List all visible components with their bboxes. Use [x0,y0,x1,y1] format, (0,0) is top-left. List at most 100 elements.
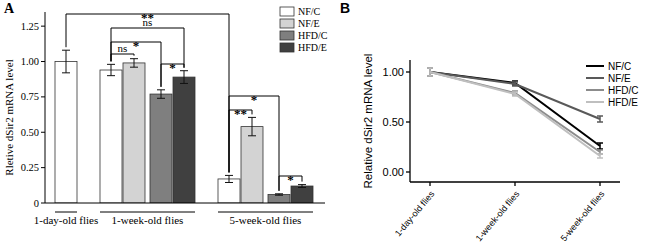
bracket-line [66,14,229,172]
legend-label: HFD/E [608,97,638,108]
error-bar [248,117,256,135]
y-tick-label: 1.25 [21,21,39,32]
y-tick-label: 1.00 [383,66,404,78]
legend-swatch [280,19,294,28]
y-tick [41,26,45,27]
bar [100,70,122,203]
significance-label: * [133,38,140,53]
panel-label: A [4,1,15,16]
bar [268,195,290,203]
error-cap [275,193,283,194]
error-cap [107,64,115,65]
legend-label: HFD/C [298,30,328,41]
error-bar [130,59,138,67]
bar [291,186,313,203]
error-cap [275,195,283,196]
x-tick-label: 1-week-old flies [474,189,522,243]
error-cap [512,91,518,93]
error-cap [512,90,518,92]
error-bar [62,50,70,73]
error-stem [161,90,162,98]
legend: NF/CNF/EHFD/CHFD/E [586,61,639,108]
x-axis [45,203,325,204]
error-cap [512,81,518,83]
error-stem [599,143,601,149]
x-tick [429,182,430,186]
error-stem [429,68,431,76]
error-stem [599,116,601,122]
error-bar [597,154,603,158]
group-underline [55,212,77,213]
legend: NF/CNF/EHFD/CHFD/E [280,6,328,53]
error-cap [180,83,188,84]
error-cap [180,70,188,71]
legend-swatch [280,31,294,40]
legend-line [586,77,604,79]
bar [173,77,195,203]
error-cap [107,75,115,76]
x-tick-label: 1-day-old flies [34,214,98,226]
y-tick [406,71,410,72]
y-tick [41,203,45,204]
error-cap [427,67,433,69]
y-tick-label: 0.25 [21,162,39,173]
error-cap [512,80,518,82]
y-tick [406,121,410,122]
error-bar [597,143,603,149]
significance-label: * [169,60,176,75]
significance-label: * [251,92,258,107]
significance-bracket: * [279,172,302,191]
error-bar [157,90,165,98]
significance-bracket: ** [66,10,229,172]
y-tick [41,96,45,97]
y-tick-label: 1.00 [21,56,39,67]
panel-label: B [340,0,350,16]
error-cap [427,75,433,77]
error-cap [597,153,603,155]
error-bar [180,71,188,84]
error-bar [512,92,518,96]
error-bar [107,64,115,75]
bar [123,63,145,203]
x-tick-label: 5-week-old flies [559,189,607,243]
error-bar [298,185,306,188]
significance-bracket: ns [111,42,134,61]
error-bar [512,82,518,86]
series-line [430,72,600,152]
error-cap [62,72,70,73]
error-cap [597,115,603,117]
error-stem [229,175,230,182]
error-cap [512,95,518,97]
error-bar [597,116,603,122]
error-cap [157,98,165,99]
marks [55,50,313,203]
group-underline [218,212,313,213]
y-tick [406,171,410,172]
x-tick-label: 5-week-old flies [230,214,302,226]
significance-label: ns [143,16,153,28]
error-cap [427,67,433,69]
bar-chart: ARletive dSir2 mRNA level00.250.500.751.… [3,1,328,226]
error-cap [225,182,233,183]
error-stem [66,50,67,73]
legend-label: NF/E [608,73,631,84]
error-cap [597,149,603,151]
legend-line [586,101,604,103]
error-cap [597,153,603,155]
error-cap [427,67,433,69]
y-axis-label: Rletive dSir2 mRNA level [3,59,15,175]
error-cap [427,75,433,77]
error-stem [252,117,253,135]
legend-label: NF/E [298,18,320,29]
bar [218,179,240,203]
y-tick [41,167,45,168]
significance-label: ** [234,106,247,121]
y-axis-label: Relative dSir2 mRNA level [362,54,374,189]
error-cap [225,175,233,176]
legend-line [586,65,604,67]
error-cap [597,121,603,123]
x-tick [599,182,600,186]
significance-bracket: * [111,38,161,87]
bar [150,94,172,203]
legend-line [586,89,604,91]
